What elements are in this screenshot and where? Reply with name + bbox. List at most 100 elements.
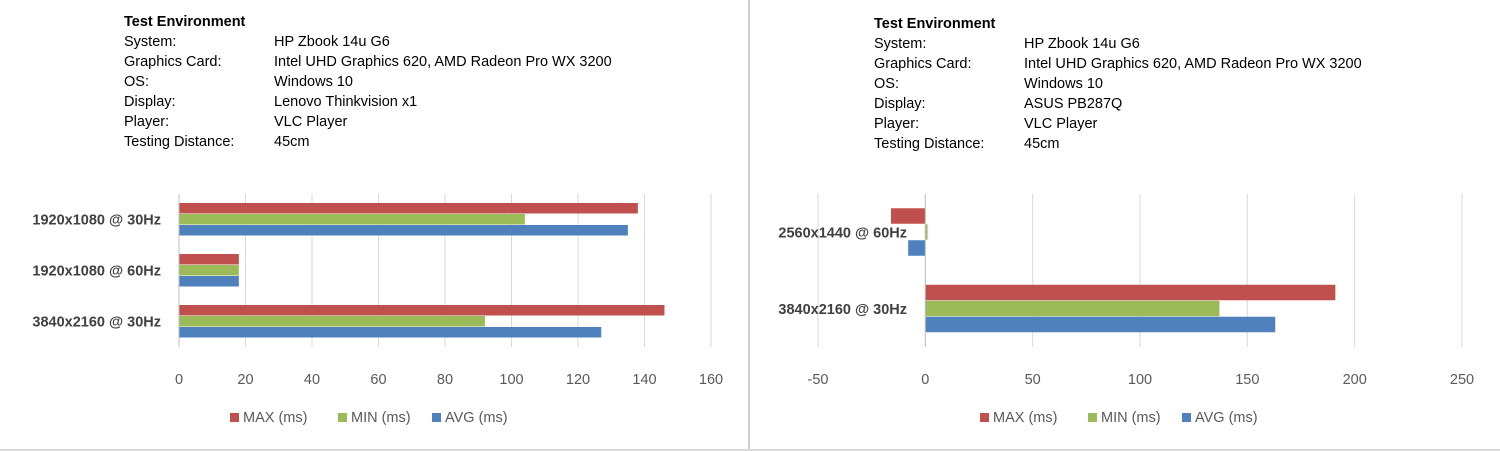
env-key: Player:	[124, 114, 170, 130]
env-key: Testing Distance:	[124, 134, 235, 150]
bar-chart-right: -50 0 50 100 150 200 250 2560x1440 @ 60Hz 3840x2…	[778, 194, 1475, 426]
env-row-os: OS: Windows 10	[124, 72, 612, 92]
bar	[179, 276, 239, 287]
bar	[925, 316, 1276, 333]
env-key: Graphics Card:	[874, 56, 972, 72]
env-row-graphics-card: Graphics Card: Intel UHD Graphics 620, AM…	[124, 52, 612, 72]
env-row-testing-distance: Testing Distance: 45cm	[124, 132, 612, 152]
bars	[179, 203, 665, 338]
env-row-display: Display: Lenovo Thinkvision x1	[124, 92, 612, 112]
x-tick-label: 160	[699, 372, 723, 388]
bar	[890, 208, 926, 224]
x-tick-label: 50	[1025, 372, 1041, 388]
legend: MAX (ms) MIN (ms) AVG (ms)	[230, 410, 508, 426]
bar	[925, 224, 928, 240]
x-tick-label: 80	[437, 372, 453, 388]
category-labels: 1920x1080 @ 30Hz 1920x1080 @ 60Hz 3840x216…	[32, 213, 161, 331]
env-value: ASUS PB287Q	[1024, 96, 1123, 112]
x-tick-labels: 0 20 40 60 80 100 120 140 160	[175, 372, 723, 388]
env-key: Graphics Card:	[124, 54, 222, 70]
env-value: Lenovo Thinkvision x1	[274, 94, 418, 110]
env-title: Test Environment	[874, 16, 996, 32]
legend-label: AVG (ms)	[1195, 410, 1258, 426]
x-tick-label: 150	[1235, 372, 1259, 388]
x-tick-label: 20	[237, 372, 253, 388]
category-label: 3840x2160 @ 30Hz	[778, 302, 907, 318]
env-key: System:	[124, 34, 177, 50]
env-value: 45cm	[1024, 136, 1060, 152]
env-value: 45cm	[274, 134, 310, 150]
env-row-testing-distance: Testing Distance: 45cm	[874, 134, 1362, 154]
x-tick-label: 120	[566, 372, 590, 388]
env-key: Player:	[874, 116, 920, 132]
category-labels: 2560x1440 @ 60Hz 3840x2160 @ 30Hz	[778, 225, 907, 318]
env-value: VLC Player	[1024, 116, 1098, 132]
x-tick-label: 100	[499, 372, 523, 388]
x-tick-label: 100	[1128, 372, 1152, 388]
env-key: Display:	[124, 94, 176, 110]
env-key: OS:	[124, 74, 149, 90]
env-value: Windows 10	[274, 74, 353, 90]
bar	[925, 284, 1336, 301]
env-row-player: Player: VLC Player	[124, 112, 612, 132]
test-environment-block: Test Environment System: HP Zbook 14u G6 …	[124, 12, 612, 152]
test-environment-block: Test Environment System: HP Zbook 14u G6 …	[874, 14, 1362, 154]
x-tick-label: 0	[921, 372, 929, 388]
bar	[179, 305, 665, 316]
legend-swatch	[338, 413, 347, 422]
env-row-system: System: HP Zbook 14u G6	[124, 32, 612, 52]
chart-panel-right: Test Environment System: HP Zbook 14u G6 …	[750, 0, 1500, 449]
legend-swatch	[1182, 413, 1191, 422]
chart-panel-left: Test Environment System: HP Zbook 14u G6 …	[0, 0, 748, 449]
x-tick-labels: -50 0 50 100 150 200 250	[808, 372, 1475, 388]
legend-label: MAX (ms)	[993, 410, 1057, 426]
env-row-player: Player: VLC Player	[874, 114, 1362, 134]
env-value: Intel UHD Graphics 620, AMD Radeon Pro W…	[1024, 56, 1362, 72]
legend-label: MAX (ms)	[243, 410, 307, 426]
legend: MAX (ms) MIN (ms) AVG (ms)	[980, 410, 1258, 426]
env-value: Windows 10	[1024, 76, 1103, 92]
legend-swatch	[980, 413, 989, 422]
bar	[179, 327, 602, 338]
env-row-os: OS: Windows 10	[874, 74, 1362, 94]
env-value: Intel UHD Graphics 620, AMD Radeon Pro W…	[274, 54, 612, 70]
bar	[908, 240, 926, 256]
legend-label: MIN (ms)	[1101, 410, 1161, 426]
env-title: Test Environment	[124, 14, 246, 30]
category-label: 3840x2160 @ 30Hz	[32, 315, 161, 331]
env-value: VLC Player	[274, 114, 348, 130]
env-value: HP Zbook 14u G6	[1024, 36, 1140, 52]
bar	[179, 203, 638, 214]
bar	[179, 214, 525, 225]
x-tick-label: -50	[808, 372, 829, 388]
env-key: System:	[874, 36, 927, 52]
env-key: Testing Distance:	[874, 136, 985, 152]
bottom-divider	[0, 449, 1500, 451]
category-label: 1920x1080 @ 30Hz	[32, 213, 161, 229]
bar	[925, 300, 1220, 317]
bar	[179, 265, 239, 276]
x-tick-label: 140	[632, 372, 656, 388]
bars	[890, 208, 1336, 333]
env-row-display: Display: ASUS PB287Q	[874, 94, 1362, 114]
category-label: 1920x1080 @ 60Hz	[32, 264, 161, 280]
env-key: OS:	[874, 76, 899, 92]
legend-swatch	[1088, 413, 1097, 422]
legend-label: MIN (ms)	[351, 410, 411, 426]
env-row-graphics-card: Graphics Card: Intel UHD Graphics 620, AM…	[874, 54, 1362, 74]
bar	[179, 254, 239, 265]
x-tick-label: 200	[1343, 372, 1367, 388]
env-row-system: System: HP Zbook 14u G6	[874, 34, 1362, 54]
x-tick-label: 0	[175, 372, 183, 388]
bar	[179, 316, 485, 327]
env-value: HP Zbook 14u G6	[274, 34, 390, 50]
legend-swatch	[230, 413, 239, 422]
x-tick-label: 60	[370, 372, 386, 388]
env-key: Display:	[874, 96, 926, 112]
legend-label: AVG (ms)	[445, 410, 508, 426]
x-tick-label: 40	[304, 372, 320, 388]
category-label: 2560x1440 @ 60Hz	[778, 225, 907, 241]
bar	[179, 225, 628, 236]
x-tick-label: 250	[1450, 372, 1474, 388]
